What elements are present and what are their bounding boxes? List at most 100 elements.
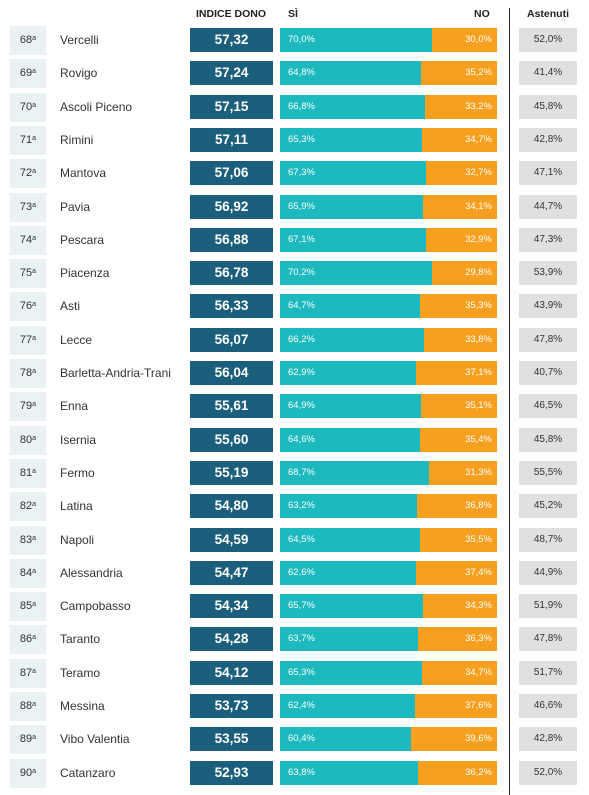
table-row: 79a Enna 55,61 64,9% 35,1% 46,5% — [0, 390, 589, 423]
rank-ordinal: a — [32, 401, 37, 409]
indice-dono-value: 56,92 — [190, 194, 273, 219]
rank-ordinal: a — [32, 667, 37, 675]
table-row: 87a Teramo 54,12 65,3% 34,7% 51,7% — [0, 657, 589, 690]
rank-cell: 87a — [10, 658, 46, 688]
si-bar: 64,7% — [280, 294, 420, 319]
si-bar: 68,7% — [280, 460, 429, 485]
no-bar: 35,4% — [420, 427, 497, 452]
rank-cell: 76a — [10, 292, 46, 322]
rank-cell: 77a — [10, 325, 46, 355]
province-name: Ascoli Piceno — [60, 99, 133, 114]
si-bar: 64,5% — [280, 527, 420, 552]
no-bar: 36,2% — [418, 760, 497, 785]
astenuti-value: 44,7% — [519, 194, 577, 219]
rank-cell: 74a — [10, 225, 46, 255]
si-bar: 70,2% — [280, 261, 432, 286]
rank-ordinal: a — [32, 701, 37, 708]
indice-dono-value: 54,34 — [190, 594, 273, 619]
no-bar: 37,4% — [416, 560, 497, 585]
astenuti-value: 41,4% — [519, 61, 577, 86]
rank-number: 87 — [19, 666, 33, 679]
header-indice-dono: INDICE DONO — [196, 8, 267, 20]
province-name: Alessandria — [60, 565, 123, 580]
rank-ordinal: a — [32, 35, 37, 42]
table-row: 70a Ascoli Piceno 57,15 66,8% 33,2% 45,8% — [0, 91, 589, 124]
rank-number: 73 — [19, 200, 33, 213]
rank-cell: 75a — [10, 259, 46, 289]
province-name: Fermo — [60, 465, 95, 480]
indice-dono-value: 54,80 — [190, 494, 273, 519]
rank-number: 71 — [19, 133, 33, 146]
rank-cell: 78a — [10, 359, 46, 388]
vote-bar: 62,4% 37,6% — [280, 694, 497, 718]
province-name: Latina — [60, 499, 93, 514]
indice-dono-value: 52,93 — [190, 760, 273, 785]
si-label: 67,1% — [288, 233, 315, 245]
rank-number: 84 — [19, 566, 33, 579]
indice-dono-value: 53,55 — [190, 727, 273, 752]
rank-cell: 88a — [10, 692, 46, 721]
rank-number: 78 — [19, 367, 33, 379]
no-bar: 35,1% — [421, 394, 497, 419]
table-row: 69a Rovigo 57,24 64,8% 35,2% 41,4% — [0, 57, 589, 90]
si-bar: 60,4% — [280, 727, 411, 752]
rank-cell: 73a — [10, 192, 46, 222]
astenuti-value: 46,5% — [519, 394, 577, 419]
rank-cell: 86a — [10, 625, 46, 655]
si-label: 64,9% — [288, 400, 315, 412]
astenuti-value: 45,2% — [519, 494, 577, 519]
rank-cell: 85a — [10, 592, 46, 622]
no-bar: 31,3% — [429, 460, 497, 485]
indice-dono-value: 56,07 — [190, 327, 273, 352]
no-bar: 37,6% — [415, 694, 497, 718]
province-name: Campobasso — [60, 599, 131, 614]
no-label: 36,2% — [465, 766, 492, 778]
no-bar: 34,3% — [423, 594, 497, 619]
astenuti-value: 43,9% — [519, 294, 577, 319]
rank-ordinal: a — [32, 68, 37, 76]
si-label: 66,8% — [288, 100, 315, 112]
rank-ordinal: a — [32, 734, 37, 742]
rank-ordinal: a — [32, 767, 37, 775]
province-name: Lecce — [60, 332, 93, 347]
no-label: 32,9% — [465, 233, 492, 245]
astenuti-value: 42,8% — [519, 727, 577, 752]
column-divider — [509, 8, 510, 795]
astenuti-value: 52,0% — [519, 28, 577, 52]
si-bar: 64,9% — [280, 394, 421, 419]
rank-number: 86 — [19, 633, 33, 646]
header-astenuti: Astenuti — [527, 8, 569, 20]
vote-bar: 64,8% 35,2% — [280, 61, 497, 86]
vote-bar: 70,0% 30,0% — [280, 28, 497, 52]
astenuti-value: 48,7% — [519, 527, 577, 552]
rank-number: 81 — [19, 466, 33, 479]
vote-bar: 64,6% 35,4% — [280, 427, 497, 452]
astenuti-value: 45,8% — [519, 94, 577, 119]
si-label: 68,7% — [288, 466, 315, 478]
rank-number: 90 — [19, 766, 33, 779]
astenuti-value: 53,9% — [519, 261, 577, 286]
province-name: Isernia — [60, 432, 97, 447]
vote-bar: 62,6% 37,4% — [280, 560, 497, 585]
astenuti-value: 51,7% — [519, 660, 577, 685]
vote-bar: 67,1% 32,9% — [280, 227, 497, 252]
rank-number: 77 — [19, 333, 33, 346]
no-bar: 33,2% — [425, 94, 497, 119]
si-label: 63,8% — [288, 766, 315, 778]
vote-bar: 66,2% 33,8% — [280, 327, 497, 352]
rank-cell: 69a — [10, 59, 46, 89]
vote-bar: 64,7% 35,3% — [280, 294, 497, 319]
rank-ordinal: a — [32, 368, 37, 375]
indice-dono-value: 57,06 — [190, 161, 273, 186]
rank-ordinal: a — [32, 301, 37, 309]
rank-number: 75 — [19, 267, 33, 280]
vote-bar: 65,3% 34,7% — [280, 127, 497, 152]
province-name: Rimini — [60, 132, 94, 147]
si-label: 65,3% — [288, 133, 315, 145]
province-name: Barletta-Andria-Trani — [60, 366, 171, 380]
rank-number: 69 — [19, 67, 33, 80]
table-row: 73a Pavia 56,92 65,9% 34,1% 44,7% — [0, 191, 589, 224]
si-label: 62,9% — [288, 367, 315, 378]
rank-ordinal: a — [32, 334, 37, 342]
vote-bar: 60,4% 39,6% — [280, 727, 497, 752]
